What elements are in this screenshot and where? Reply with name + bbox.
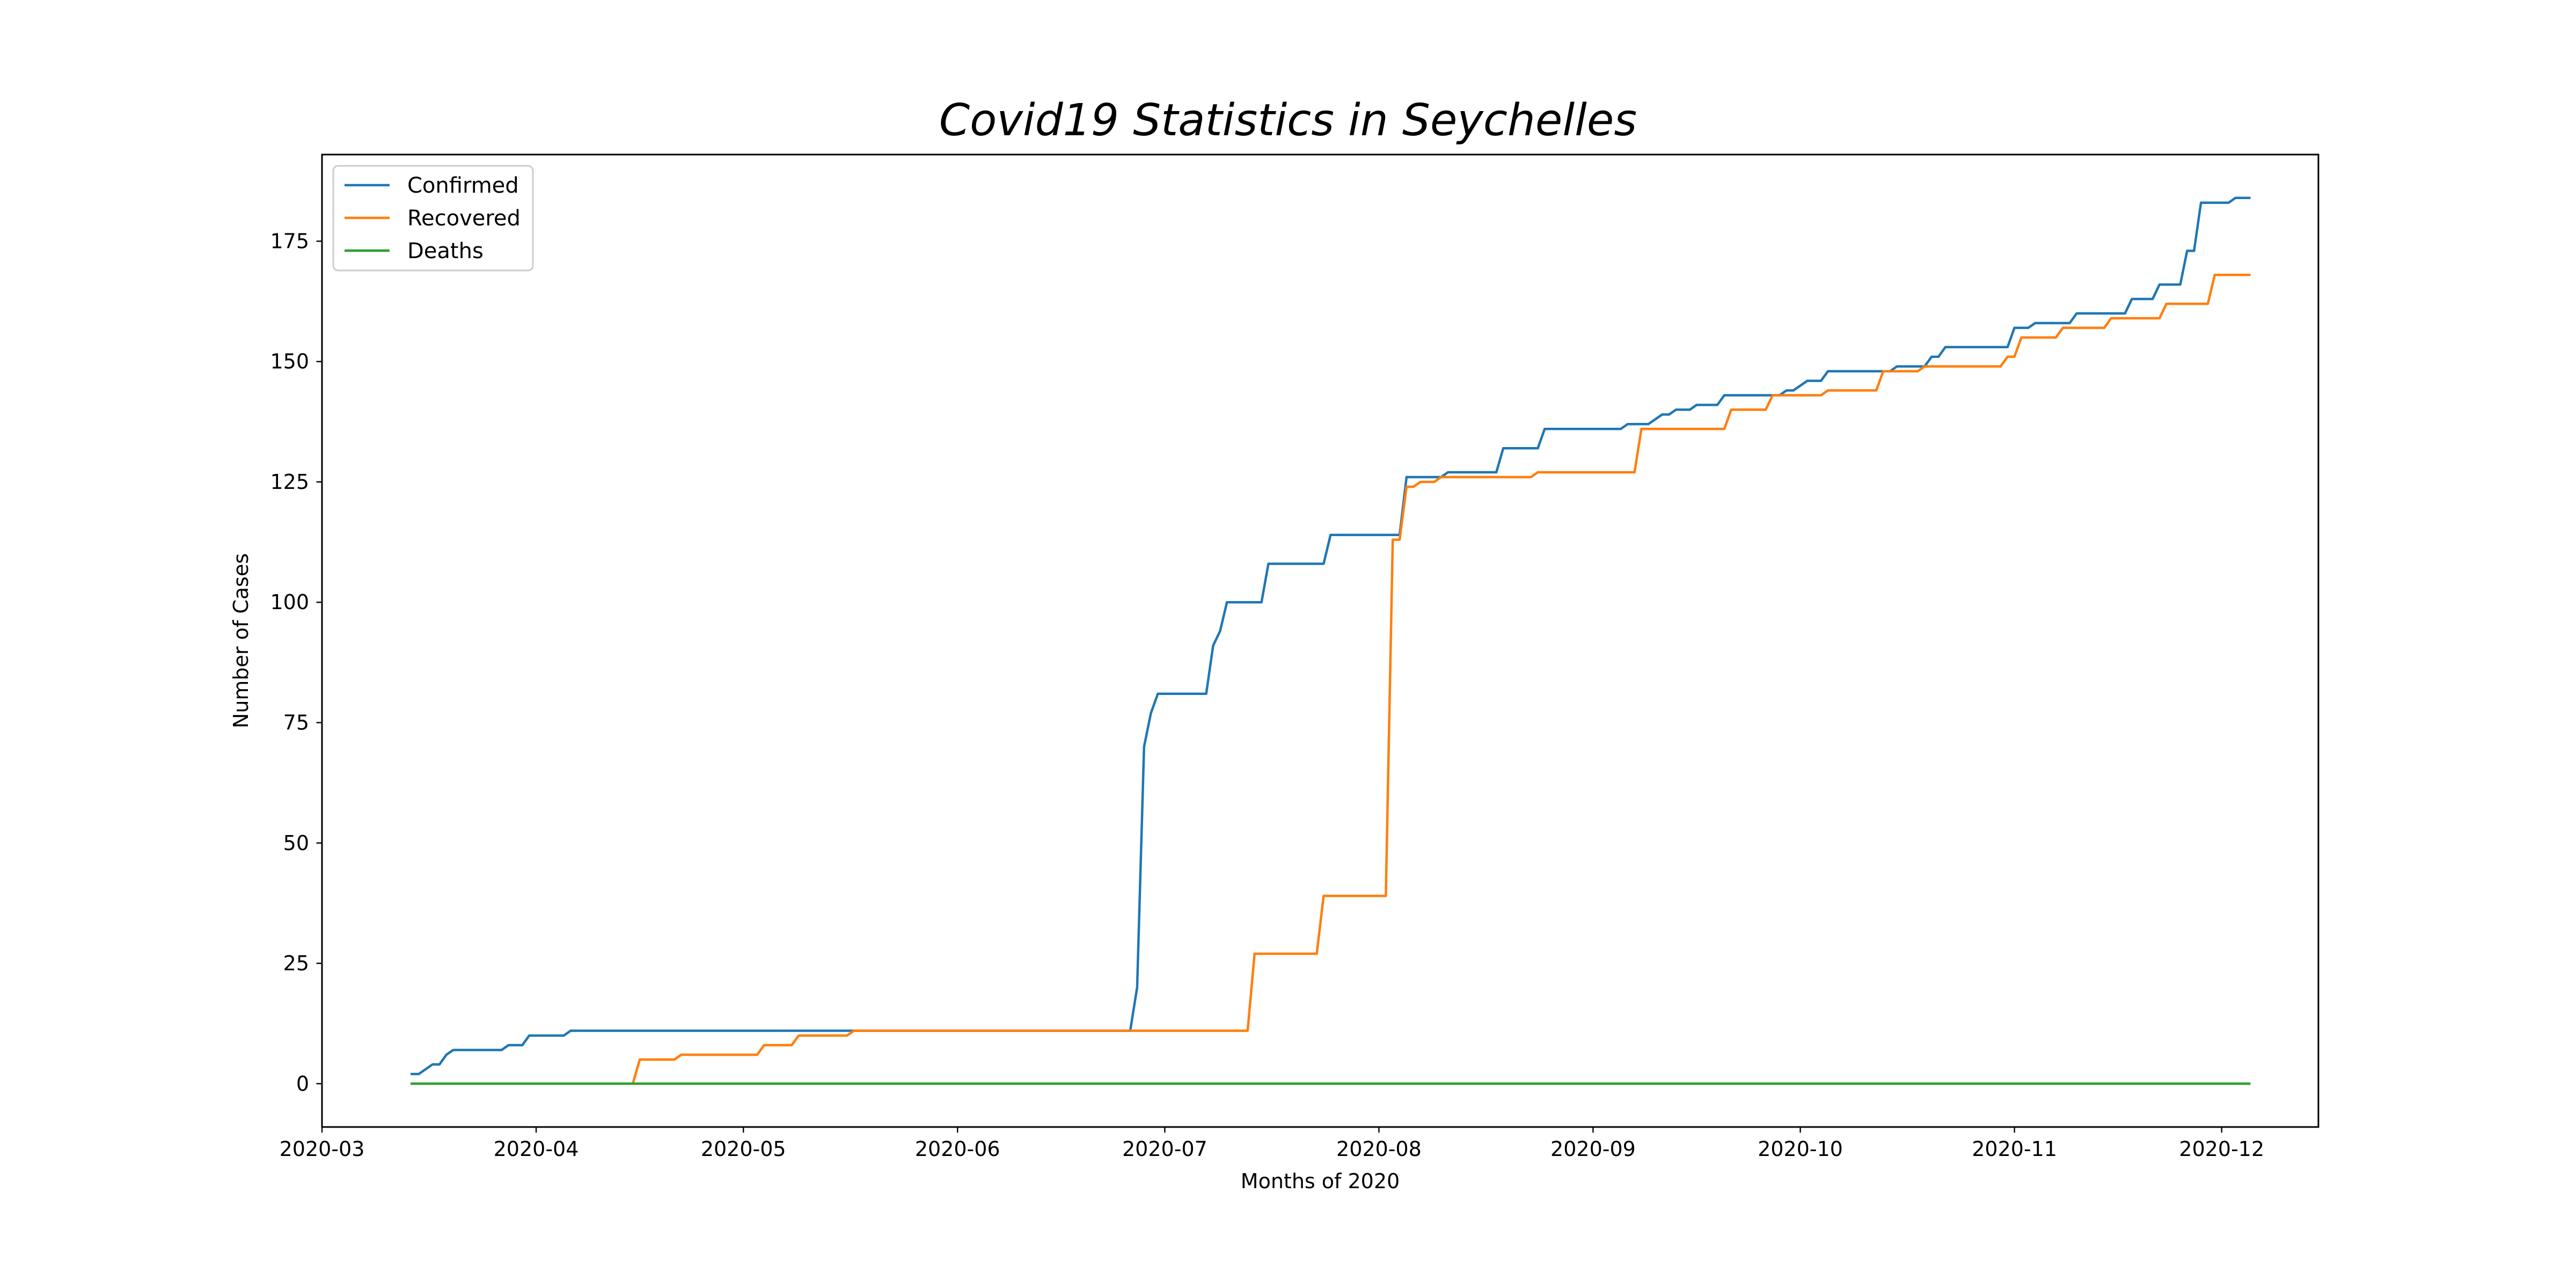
y-tick-label: 0 (296, 1072, 309, 1095)
legend-label-recovered: Recovered (407, 206, 521, 231)
series-line-confirmed (411, 196, 2251, 1075)
x-axis-label: Months of 2020 (1241, 1169, 1400, 1193)
legend-label-deaths: Deaths (407, 239, 484, 264)
y-tick-label: 100 (270, 590, 309, 614)
series-layer (411, 196, 2251, 1085)
plot-frame (321, 153, 2319, 1128)
legend: Confirmed Recovered Deaths (332, 165, 534, 272)
y-tick-label: 75 (283, 711, 309, 734)
series-line-recovered (411, 274, 2251, 1085)
legend-entries: Confirmed Recovered Deaths (345, 173, 521, 264)
x-tick-label: 2020-10 (1758, 1137, 1843, 1161)
x-tick-label: 2020-05 (701, 1137, 786, 1161)
y-axis-label: Number of Cases (229, 553, 253, 728)
x-tick-label: 2020-12 (2179, 1137, 2264, 1161)
y-axis: 0 25 50 75 100 125 150 175 (270, 229, 322, 1095)
y-tick-label: 25 (283, 952, 309, 975)
legend-label-confirmed: Confirmed (407, 173, 519, 198)
x-tick-label: 2020-11 (1972, 1137, 2057, 1161)
y-tick-label: 150 (270, 350, 309, 374)
y-tick-label: 50 (283, 831, 309, 855)
legend-box (332, 165, 534, 272)
x-tick-label: 2020-08 (1336, 1137, 1422, 1161)
x-tick-label: 2020-03 (280, 1137, 365, 1161)
y-tick-label: 175 (270, 229, 309, 253)
x-axis: 2020-03 2020-04 2020-05 2020-06 2020-07 2020-… (280, 1127, 2264, 1161)
x-tick-label: 2020-06 (915, 1137, 1000, 1161)
x-tick-label: 2020-09 (1550, 1137, 1636, 1161)
chart-title: Covid19 Statistics in Seychelles (939, 95, 1637, 146)
y-tick-label: 125 (270, 470, 309, 494)
x-tick-label: 2020-04 (494, 1137, 579, 1161)
x-tick-label: 2020-07 (1122, 1137, 1208, 1161)
